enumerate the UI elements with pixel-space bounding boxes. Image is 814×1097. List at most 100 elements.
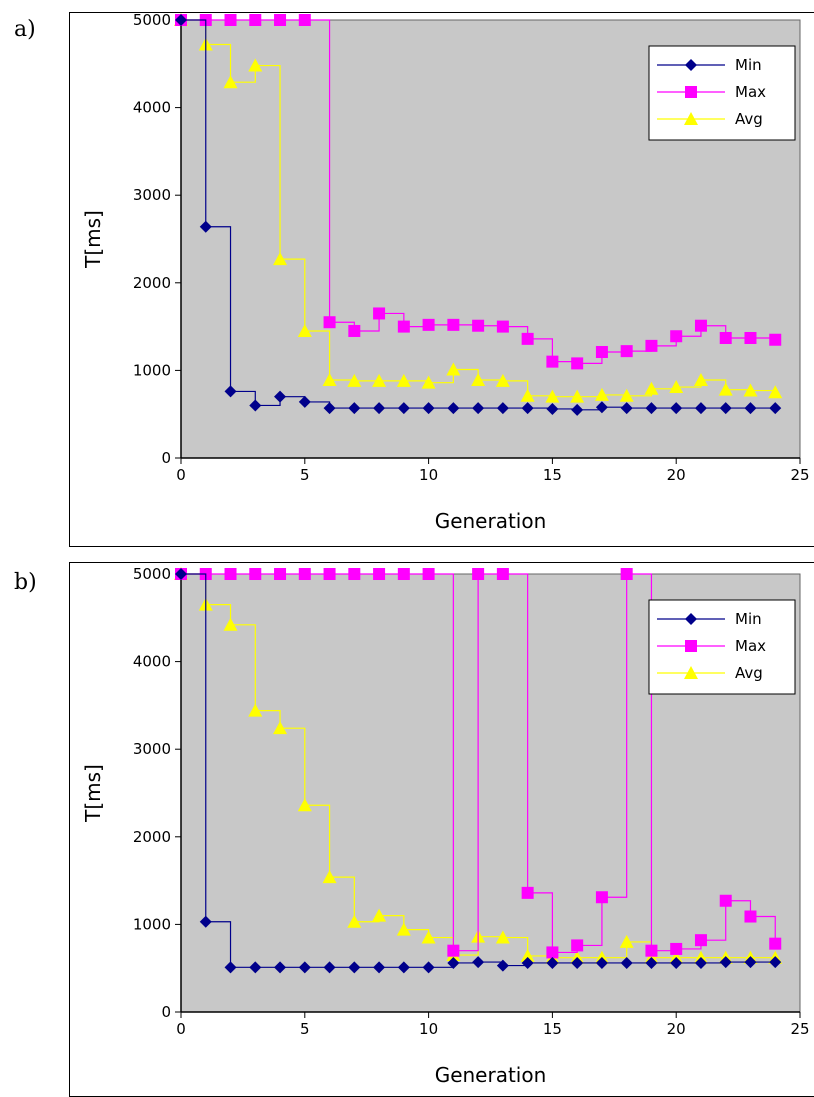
chart-1-series-avg-point	[372, 908, 387, 922]
chart-1-series-min-point	[447, 956, 460, 969]
chart-1-xtick-label: 5	[300, 1020, 310, 1038]
chart-0-y-axis-title: T[ms]	[81, 210, 105, 269]
chart-0-xtick-label: 10	[419, 466, 438, 484]
chart-0-series-min-point	[769, 402, 782, 415]
chart-0-series-min-point	[397, 402, 410, 415]
chart-0-series-min-point	[175, 14, 187, 26]
chart-1-series-max-point	[298, 568, 311, 580]
chart-1-series-min-point	[496, 959, 509, 972]
chart-1-series-max-point	[422, 568, 435, 580]
chart-0-series-avg-point	[421, 375, 436, 389]
chart-0-series-avg-point	[545, 389, 560, 403]
chart-0-series-max-point	[249, 14, 262, 26]
chart-1-series-max-point	[645, 944, 658, 957]
chart-0-series-min-point	[546, 402, 559, 415]
chart-0-ytick-label: 5000	[133, 11, 171, 29]
chart-0-series-min-point	[447, 402, 460, 415]
chart-0-series-min-point	[274, 390, 287, 403]
chart-1-series-max-point	[274, 568, 287, 580]
chart-0-series-max-point	[620, 345, 633, 358]
chart-1-x-axis-title: Generation	[435, 1063, 547, 1087]
chart-0-series-min-point	[224, 385, 237, 398]
chart-0-series-avg-point	[471, 373, 486, 387]
chart-0-series-avg-point	[594, 387, 609, 401]
chart-0-series-min-point	[249, 399, 262, 412]
chart-0-xtick-label: 20	[667, 466, 686, 484]
chart-0-series-max-point	[719, 331, 732, 344]
chart-1-series-avg-point	[297, 798, 312, 812]
chart-1-ytick-label: 1000	[133, 915, 171, 933]
chart-1-series-min-point	[348, 961, 361, 974]
chart-0-series-avg-point	[273, 252, 288, 266]
chart-1-series-avg-point	[396, 922, 411, 936]
chart-1-series-avg-point	[248, 703, 263, 717]
chart-0-series-min-point	[472, 402, 485, 415]
chart-0-xtick-label: 0	[176, 466, 186, 484]
chart-0-ytick-label: 0	[161, 449, 171, 467]
chart-1-series-avg-point	[347, 914, 362, 928]
chart-0-legend-max-marker	[685, 86, 697, 98]
chart-1-series-min-point	[175, 568, 187, 580]
chart-0-series-max-point	[496, 320, 509, 333]
chart-1-series-min-point	[422, 961, 435, 974]
chart-1-series-min-point	[744, 956, 757, 969]
chart-0-legend-avg-marker	[684, 112, 698, 125]
chart-0-series-max-point	[694, 319, 707, 332]
chart-0-series-max-point	[769, 333, 782, 346]
chart-1-series-max-point	[373, 568, 386, 580]
chart-0-series-max-point	[571, 357, 584, 370]
chart-1-series-avg-point	[520, 948, 535, 962]
chart-0-series-min-point	[595, 401, 608, 414]
chart-1-legend-avg-marker	[684, 666, 698, 679]
chart-0-series-min-point	[348, 402, 361, 415]
chart-1-xtick-label: 0	[176, 1020, 186, 1038]
chart-0-ytick-label: 3000	[133, 186, 171, 204]
chart-0-xtick-label: 5	[300, 466, 310, 484]
chart-0-series-min-point	[694, 402, 707, 415]
chart-1-series-max-point	[595, 891, 608, 904]
chart-1-series-min-point	[199, 915, 212, 928]
chart-1-legend-min-marker	[685, 613, 697, 625]
chart-0-series-avg-point	[347, 373, 362, 387]
chart-1-series-min-point	[571, 956, 584, 969]
chart-0-series-min-point	[373, 402, 386, 415]
chart-0-series-avg-line	[181, 19, 776, 398]
chart-0-series-avg-point	[372, 373, 387, 387]
chart-0-series-avg-point	[396, 373, 411, 387]
chart-1-legend-min-label: Min	[735, 610, 762, 628]
chart-1-series-avg-point	[421, 930, 436, 944]
chart-0-series-max-point	[546, 355, 559, 368]
chart-0-series-max-point	[670, 330, 683, 343]
chart-0-ytick-label: 4000	[133, 99, 171, 117]
chart-0-xtick-label: 15	[543, 466, 562, 484]
chart-0-ytick-label: 1000	[133, 361, 171, 379]
panel-b-label: b)	[14, 570, 37, 595]
chart-1-series-min-point	[298, 961, 311, 974]
chart-1-series-min-point	[595, 956, 608, 969]
chart-1-ytick-label: 5000	[133, 565, 171, 583]
chart-0-series-max-point	[447, 318, 460, 331]
chart-1-series-max-point	[397, 568, 410, 580]
chart-1-series-max-point	[670, 942, 683, 955]
chart-0-series-min-point	[744, 402, 757, 415]
chart-1-series-min-point	[274, 961, 287, 974]
chart-1-legend-avg-label: Avg	[735, 664, 763, 682]
chart-1-series-max-point	[769, 937, 782, 950]
chart-0-legend-min-label: Min	[735, 56, 762, 74]
chart-1-series-max-point	[744, 910, 757, 923]
chart-1-series-max-point	[546, 946, 559, 959]
chart-0-series-min-point	[719, 402, 732, 415]
chart-1-series-avg-point	[495, 930, 510, 944]
chart-1-y-axis-title: T[ms]	[81, 764, 105, 823]
chart-1-series-min-point	[224, 961, 237, 974]
chart-1-series-avg-point	[322, 870, 337, 884]
chart-0-series-avg-point	[669, 380, 684, 394]
chart-0-series-max-point	[472, 319, 485, 332]
chart-1-series-avg-line	[181, 573, 776, 959]
chart-0-series-min-point	[670, 402, 683, 415]
chart-1-xtick-label: 10	[419, 1020, 438, 1038]
chart-1-series-max-point	[496, 568, 509, 580]
chart-1-series-min-point	[645, 956, 658, 969]
chart-0-legend-min-marker	[685, 59, 697, 71]
